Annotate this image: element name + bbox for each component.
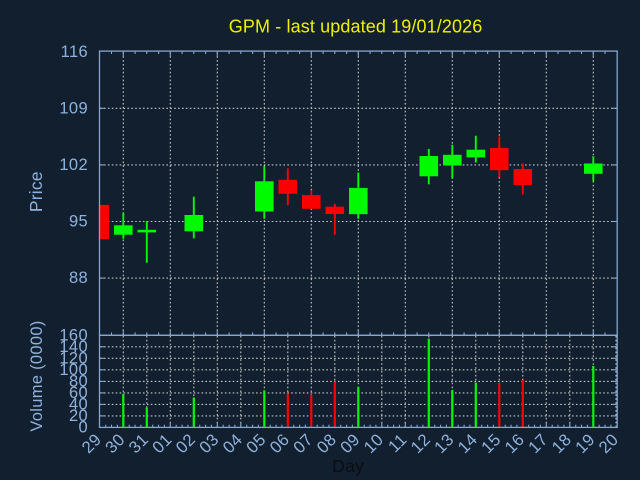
svg-text:102: 102 <box>59 156 88 174</box>
svg-text:GPM - last updated 19/01/2026: GPM - last updated 19/01/2026 <box>229 17 483 37</box>
svg-text:60: 60 <box>69 384 88 402</box>
svg-text:80: 80 <box>69 372 88 390</box>
svg-text:Price: Price <box>26 171 46 212</box>
svg-text:116: 116 <box>61 43 88 61</box>
svg-text:160: 160 <box>59 326 88 344</box>
svg-text:95: 95 <box>69 213 88 231</box>
svg-text:109: 109 <box>59 99 88 117</box>
svg-text:0: 0 <box>78 418 88 436</box>
svg-text:140: 140 <box>59 338 88 356</box>
svg-text:88: 88 <box>69 269 88 287</box>
svg-text:Day: Day <box>332 456 364 476</box>
svg-text:120: 120 <box>59 349 88 367</box>
svg-text:20: 20 <box>69 407 88 425</box>
svg-text:Volume (0000): Volume (0000) <box>28 320 46 431</box>
svg-text:40: 40 <box>69 395 88 413</box>
svg-text:100: 100 <box>59 361 88 379</box>
